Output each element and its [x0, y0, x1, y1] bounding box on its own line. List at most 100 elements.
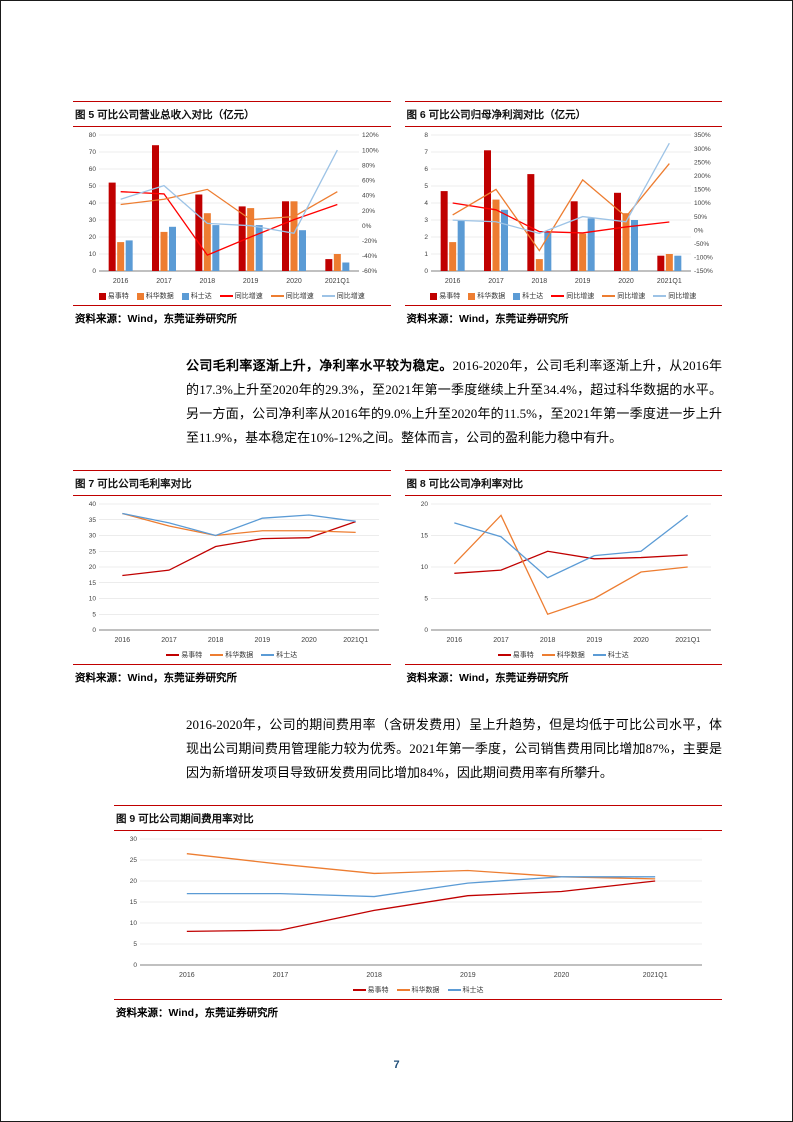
red-rule	[404, 664, 722, 665]
svg-text:0: 0	[424, 627, 428, 634]
figure-6-title: 图 6 可比公司归母净利润对比（亿元）	[406, 109, 587, 121]
svg-text:30: 30	[89, 217, 97, 224]
red-rule	[73, 664, 391, 665]
svg-text:15: 15	[130, 899, 138, 906]
svg-text:80: 80	[89, 132, 97, 139]
red-rule	[404, 470, 722, 471]
legend-label: 科华数据	[145, 293, 174, 300]
svg-text:0: 0	[424, 268, 428, 275]
legend-line-swatch	[602, 295, 616, 297]
legend-item: 易事特	[98, 291, 129, 301]
legend-label: 同比增速	[566, 293, 595, 300]
source-note: 资料来源：Wind，东莞证券研究所	[116, 1007, 279, 1019]
legend-item: 科士达	[447, 985, 484, 995]
svg-text:80%: 80%	[362, 162, 375, 169]
svg-text:2016: 2016	[446, 637, 462, 644]
svg-text:8: 8	[424, 132, 428, 139]
svg-text:6: 6	[424, 166, 428, 173]
revenue-comparison-chart: 0 10 20 30 40 50 60 70 80 -60% -40% -20% 0% 20% 40% 60%…	[89, 132, 379, 285]
legend-label: 科士达	[522, 293, 544, 300]
svg-text:25: 25	[89, 548, 97, 555]
legend-label: 科士达	[276, 652, 298, 659]
page-content: 图 5 可比公司营业总收入对比（亿元） 0 10 20 30 40 50 60 70 80 -60…	[1, 1, 792, 1028]
legend-line-swatch	[166, 654, 180, 656]
svg-text:10: 10	[130, 920, 138, 927]
legend-label: 同比增速	[234, 293, 263, 300]
legend-line-swatch	[270, 295, 284, 297]
svg-text:2019: 2019	[586, 637, 602, 644]
svg-text:2021Q1: 2021Q1	[325, 278, 350, 285]
svg-text:50%: 50%	[694, 214, 707, 221]
net-margin-chart: 0 5 10 15 20 2016 2017 2018 2019 2020 2021Q1	[420, 501, 711, 644]
paragraph-expense-ratio: 2016-2020年，公司的期间费用率（含研发费用）呈上升趋势，但是均低于可比公…	[186, 713, 722, 785]
legend-item: 科华数据	[396, 985, 440, 995]
red-rule	[404, 126, 722, 127]
svg-text:-50%: -50%	[694, 241, 709, 248]
red-rule	[73, 101, 391, 102]
legend-label: 科士达	[190, 293, 212, 300]
svg-text:40: 40	[89, 200, 97, 207]
svg-text:20: 20	[89, 564, 97, 571]
svg-text:2021Q1: 2021Q1	[643, 972, 668, 979]
figure-9-title: 图 9 可比公司期间费用率对比	[116, 813, 254, 825]
paragraph-text: 2016-2020年，公司毛利率逐渐上升，从2016年的17.3%上升至2020…	[186, 358, 722, 445]
svg-text:50: 50	[89, 183, 97, 190]
svg-text:2021Q1: 2021Q1	[343, 637, 368, 644]
svg-text:5: 5	[92, 611, 96, 618]
legend-line-swatch	[219, 295, 233, 297]
legend-item: 科华数据	[210, 650, 253, 660]
figure-8-block: 图 8 可比公司净利率对比 0 5 10 15 20 2016 2017 2018 2019 20…	[404, 470, 722, 693]
legend-line-swatch	[261, 654, 275, 656]
svg-text:-60%: -60%	[362, 268, 377, 275]
paragraph-lead-bold: 公司毛利率逐渐上升，净利率水平较为稳定。	[186, 358, 453, 373]
legend-label: 科士达	[607, 652, 629, 659]
legend-bar-swatch	[468, 292, 476, 300]
svg-text:0: 0	[133, 962, 137, 969]
svg-text:30: 30	[89, 533, 97, 540]
legend-item: 同比增速	[602, 291, 645, 301]
legend-item: 科士达	[592, 650, 629, 660]
period-expense-ratio-chart: 0 5 10 15 20 25 30 2016 2017 2018 2019 2020 2021Q1	[130, 836, 702, 979]
svg-text:10: 10	[89, 596, 97, 603]
red-rule	[404, 305, 722, 306]
legend-line-swatch	[653, 295, 667, 297]
figure-row-revenue-profit: 图 5 可比公司营业总收入对比（亿元） 0 10 20 30 40 50 60 70 80 -60…	[73, 101, 722, 334]
legend-label: 易事特	[367, 987, 389, 994]
svg-text:5: 5	[424, 596, 428, 603]
figure-6-block: 图 6 可比公司归母净利润对比（亿元） 0 1 2 3 4 5 6 7 8 -150% -100% -…	[404, 101, 722, 334]
svg-text:2019: 2019	[255, 637, 271, 644]
red-rule	[73, 495, 391, 496]
legend-bar-swatch	[136, 292, 144, 300]
svg-text:15: 15	[420, 533, 428, 540]
svg-text:2017: 2017	[493, 637, 509, 644]
svg-text:2018: 2018	[366, 972, 382, 979]
legend-label: 易事特	[107, 293, 129, 300]
legend-item: 易事特	[430, 291, 460, 301]
legend-line-swatch	[321, 295, 335, 297]
svg-text:2020: 2020	[633, 637, 649, 644]
svg-text:5: 5	[133, 941, 137, 948]
svg-text:2017: 2017	[161, 637, 177, 644]
legend-line-swatch	[551, 295, 565, 297]
svg-text:-100%: -100%	[694, 255, 713, 262]
svg-text:0%: 0%	[362, 223, 372, 230]
legend-item: 同比增速	[653, 291, 696, 301]
svg-text:2020: 2020	[618, 278, 634, 285]
svg-text:2018: 2018	[208, 637, 224, 644]
legend-bar-swatch	[430, 292, 438, 300]
svg-text:250%: 250%	[694, 159, 711, 166]
svg-text:20: 20	[130, 878, 138, 885]
legend-item: 科华数据	[136, 291, 174, 301]
legend-label: 科华数据	[477, 293, 506, 300]
svg-text:20: 20	[89, 234, 97, 241]
svg-text:0%: 0%	[694, 227, 704, 234]
legend-item: 科士达	[261, 650, 297, 660]
legend-item: 科华数据	[541, 650, 585, 660]
svg-text:2018: 2018	[531, 278, 547, 285]
legend-item: 科华数据	[468, 291, 505, 301]
svg-text:350%: 350%	[694, 132, 711, 139]
legend-line-swatch	[592, 654, 606, 656]
svg-text:200%: 200%	[694, 173, 711, 180]
legend-bar-swatch	[513, 292, 521, 300]
legend-bar-swatch	[181, 292, 189, 300]
